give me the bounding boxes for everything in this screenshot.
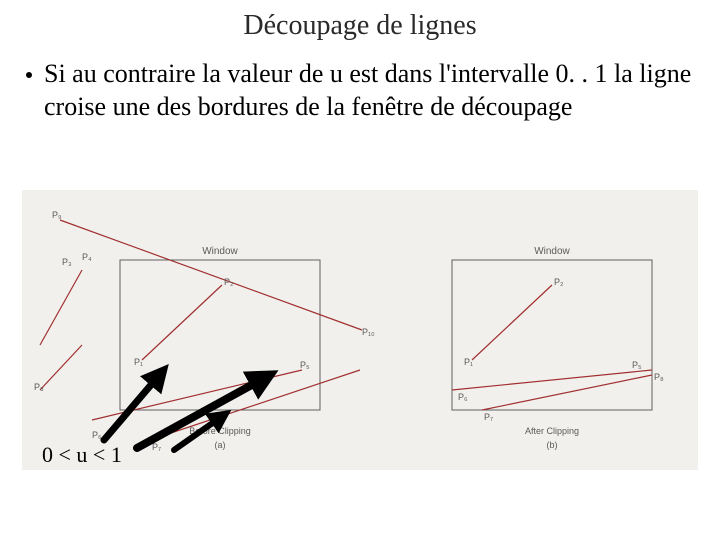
formula-label: 0 < u < 1 xyxy=(42,442,122,468)
bullet-dot-icon xyxy=(26,72,32,78)
svg-text:P₂: P₂ xyxy=(224,277,234,287)
svg-text:Window: Window xyxy=(534,246,570,257)
svg-text:P₈: P₈ xyxy=(654,372,664,382)
svg-text:P₁: P₁ xyxy=(464,357,473,367)
svg-text:P₇: P₇ xyxy=(484,412,493,422)
svg-text:(b): (b) xyxy=(547,440,558,450)
svg-text:(a): (a) xyxy=(215,440,226,450)
svg-text:P₆: P₆ xyxy=(92,430,102,440)
clipping-figure: WindowP₉P₃P₄P₈P₁P₂P₆P₅P₁₀P₇Before Clippi… xyxy=(22,190,698,470)
bullet-text: Si au contraire la valeur de u est dans … xyxy=(44,58,694,123)
svg-text:P₄: P₄ xyxy=(82,252,92,262)
svg-text:P₆: P₆ xyxy=(458,392,468,402)
svg-text:P₁: P₁ xyxy=(134,357,143,367)
figure-svg: WindowP₉P₃P₄P₈P₁P₂P₆P₅P₁₀P₇Before Clippi… xyxy=(22,190,698,470)
svg-text:After Clipping: After Clipping xyxy=(525,426,579,436)
svg-text:P₉: P₉ xyxy=(52,210,62,220)
slide-title: Découpage de lignes xyxy=(0,10,720,42)
svg-text:P₅: P₅ xyxy=(300,360,310,370)
svg-text:P₅: P₅ xyxy=(632,360,642,370)
svg-text:P₃: P₃ xyxy=(62,257,72,267)
svg-text:Window: Window xyxy=(202,246,238,257)
svg-text:P₂: P₂ xyxy=(554,277,564,287)
svg-text:P₈: P₈ xyxy=(34,382,44,392)
bullet-item: Si au contraire la valeur de u est dans … xyxy=(26,58,694,123)
svg-text:P₁₀: P₁₀ xyxy=(362,327,375,337)
